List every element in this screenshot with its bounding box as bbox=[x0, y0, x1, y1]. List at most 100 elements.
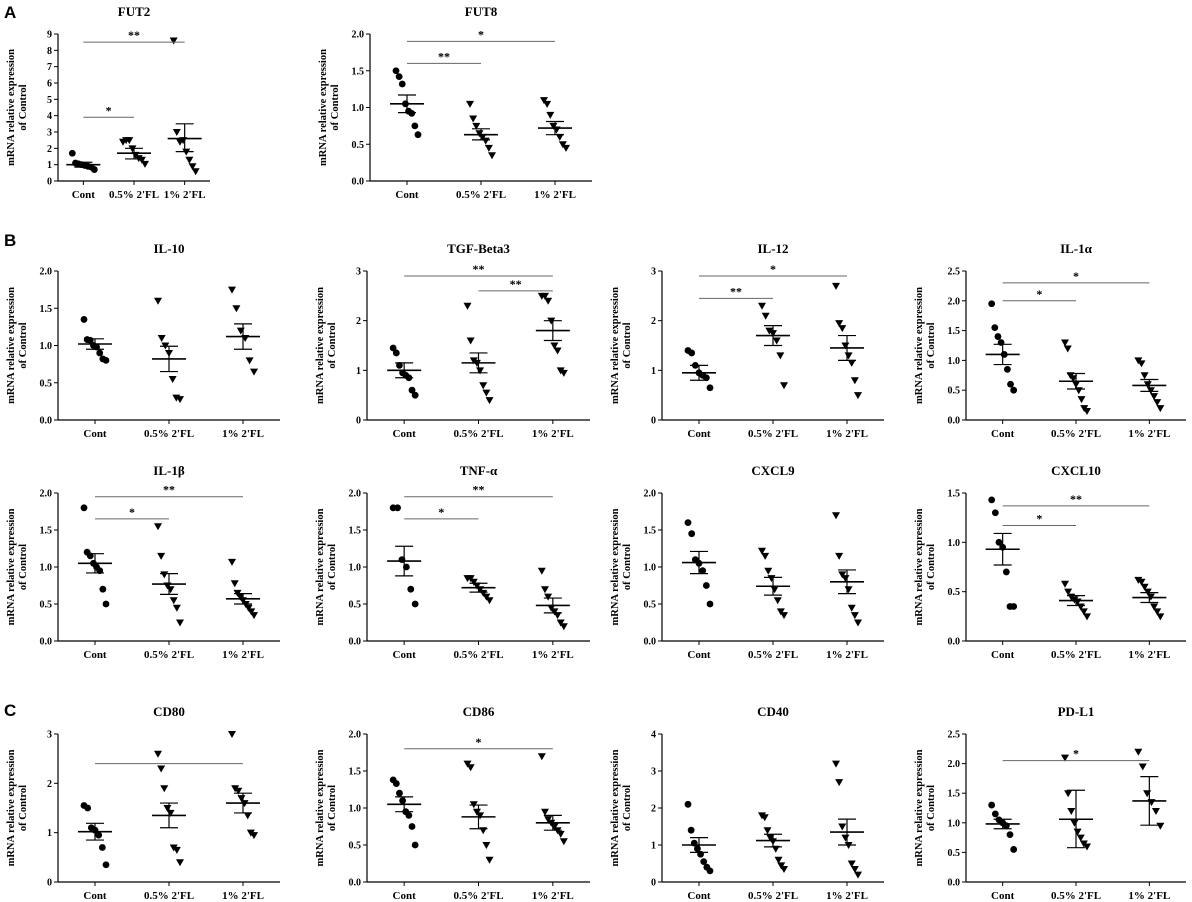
data-point-triangle bbox=[1134, 576, 1143, 584]
data-point-triangle bbox=[250, 832, 258, 840]
chart-title: FUT2 bbox=[118, 4, 151, 19]
y-tick-label: 2 bbox=[47, 144, 52, 155]
data-point-triangle bbox=[835, 552, 844, 560]
y-axis-label: mRNA relative expression bbox=[610, 508, 621, 625]
y-tick-label: 0 bbox=[47, 177, 52, 188]
y-tick-label: 3 bbox=[651, 767, 656, 778]
y-axis-label: mRNA relative expression bbox=[315, 749, 326, 866]
y-tick-label: 0.0 bbox=[349, 878, 362, 889]
data-point-triangle bbox=[540, 292, 549, 300]
y-axis-label: mRNA relative expression bbox=[6, 508, 17, 625]
y-tick-label: 0.5 bbox=[40, 378, 53, 389]
data-point-triangle bbox=[244, 604, 253, 612]
data-point-triangle bbox=[544, 593, 553, 601]
data-point-triangle bbox=[250, 612, 258, 620]
chart-title: CD80 bbox=[153, 704, 185, 719]
y-axis-label: of Control bbox=[622, 544, 633, 590]
data-point-triangle bbox=[540, 97, 548, 105]
y-tick-label: 2 bbox=[356, 316, 361, 327]
data-point-triangle bbox=[232, 305, 241, 313]
data-point-triangle bbox=[484, 144, 493, 152]
x-category-label: 1% 2'FL bbox=[532, 890, 574, 902]
x-category-label: Cont bbox=[393, 428, 417, 440]
data-point-triangle bbox=[850, 612, 859, 620]
data-point-circle bbox=[702, 582, 710, 589]
data-point-circle bbox=[408, 386, 416, 394]
data-point-triangle bbox=[555, 133, 564, 141]
data-point-circle bbox=[68, 149, 76, 157]
data-point-triangle bbox=[1153, 399, 1162, 407]
data-point-triangle bbox=[191, 168, 200, 176]
data-point-circle bbox=[995, 538, 1003, 546]
data-point-triangle bbox=[832, 760, 840, 768]
data-point-triangle bbox=[1153, 608, 1162, 616]
data-point-triangle bbox=[1137, 360, 1146, 368]
y-axis-label: of Control bbox=[622, 785, 633, 831]
y-tick-label: 1.0 bbox=[349, 563, 362, 574]
x-category-label: 1% 2'FL bbox=[1128, 428, 1170, 440]
data-point-triangle bbox=[479, 382, 488, 390]
data-point-triangle bbox=[236, 327, 245, 335]
x-category-label: 0.5% 2'FL bbox=[109, 189, 159, 201]
y-tick-label: 2.0 bbox=[948, 759, 961, 770]
y-tick-label: 1.5 bbox=[948, 789, 961, 800]
data-point-circle bbox=[706, 867, 714, 875]
significance-label: * bbox=[129, 505, 135, 519]
y-axis-label: of Control bbox=[926, 544, 937, 590]
y-tick-label: 2 bbox=[47, 779, 52, 790]
data-point-triangle bbox=[844, 586, 853, 594]
data-point-triangle bbox=[546, 111, 555, 119]
data-point-triangle bbox=[537, 753, 546, 761]
significance-label: * bbox=[1036, 512, 1042, 526]
data-point-circle bbox=[408, 109, 416, 117]
y-tick-label: 0 bbox=[47, 878, 52, 889]
data-point-circle bbox=[1010, 386, 1018, 394]
x-category-label: Cont bbox=[687, 890, 711, 902]
data-point-triangle bbox=[172, 846, 181, 854]
data-point-circle bbox=[389, 344, 397, 352]
data-point-circle bbox=[392, 67, 400, 75]
y-tick-label: 1.0 bbox=[40, 563, 53, 574]
significance-label: ** bbox=[730, 284, 742, 298]
significance-label: ** bbox=[1070, 492, 1082, 506]
x-category-label: 0.5% 2'FL bbox=[1051, 890, 1101, 902]
data-point-triangle bbox=[469, 115, 478, 123]
data-point-triangle bbox=[764, 567, 773, 575]
data-point-triangle bbox=[485, 397, 494, 405]
data-point-triangle bbox=[854, 871, 862, 879]
y-axis-label: of Control bbox=[926, 322, 937, 368]
data-point-circle bbox=[90, 166, 98, 173]
y-tick-label: 0.0 bbox=[352, 177, 365, 188]
data-point-triangle bbox=[763, 827, 772, 835]
data-point-circle bbox=[988, 300, 996, 308]
data-point-triangle bbox=[1083, 408, 1091, 416]
data-point-triangle bbox=[247, 608, 256, 616]
y-axis-label: mRNA relative expression bbox=[914, 508, 925, 625]
significance-label: * bbox=[770, 262, 776, 276]
data-point-triangle bbox=[841, 834, 850, 842]
x-category-label: 1% 2'FL bbox=[534, 189, 576, 201]
data-point-triangle bbox=[553, 347, 562, 355]
data-point-triangle bbox=[770, 586, 779, 594]
data-point-triangle bbox=[850, 377, 859, 385]
data-point-triangle bbox=[550, 342, 559, 350]
data-point-triangle bbox=[488, 152, 496, 160]
y-tick-label: 1 bbox=[651, 841, 656, 852]
y-tick-label: 2.5 bbox=[948, 730, 961, 741]
significance-label: * bbox=[478, 27, 484, 41]
x-category-label: Cont bbox=[83, 890, 107, 902]
y-tick-label: 0.5 bbox=[948, 587, 961, 598]
data-point-triangle bbox=[1067, 807, 1076, 815]
data-point-triangle bbox=[776, 352, 785, 360]
y-tick-label: 0.5 bbox=[40, 600, 53, 611]
data-point-triangle bbox=[844, 352, 853, 360]
y-axis-label: mRNA relative expression bbox=[6, 49, 17, 166]
x-category-label: 0.5% 2'FL bbox=[453, 890, 503, 902]
data-point-triangle bbox=[1140, 372, 1149, 380]
data-point-circle bbox=[395, 73, 403, 81]
significance-label: ** bbox=[438, 49, 450, 63]
data-point-triangle bbox=[234, 787, 243, 795]
panel-label-a: A bbox=[4, 3, 16, 22]
data-point-triangle bbox=[835, 320, 844, 328]
data-point-circle bbox=[394, 504, 401, 512]
